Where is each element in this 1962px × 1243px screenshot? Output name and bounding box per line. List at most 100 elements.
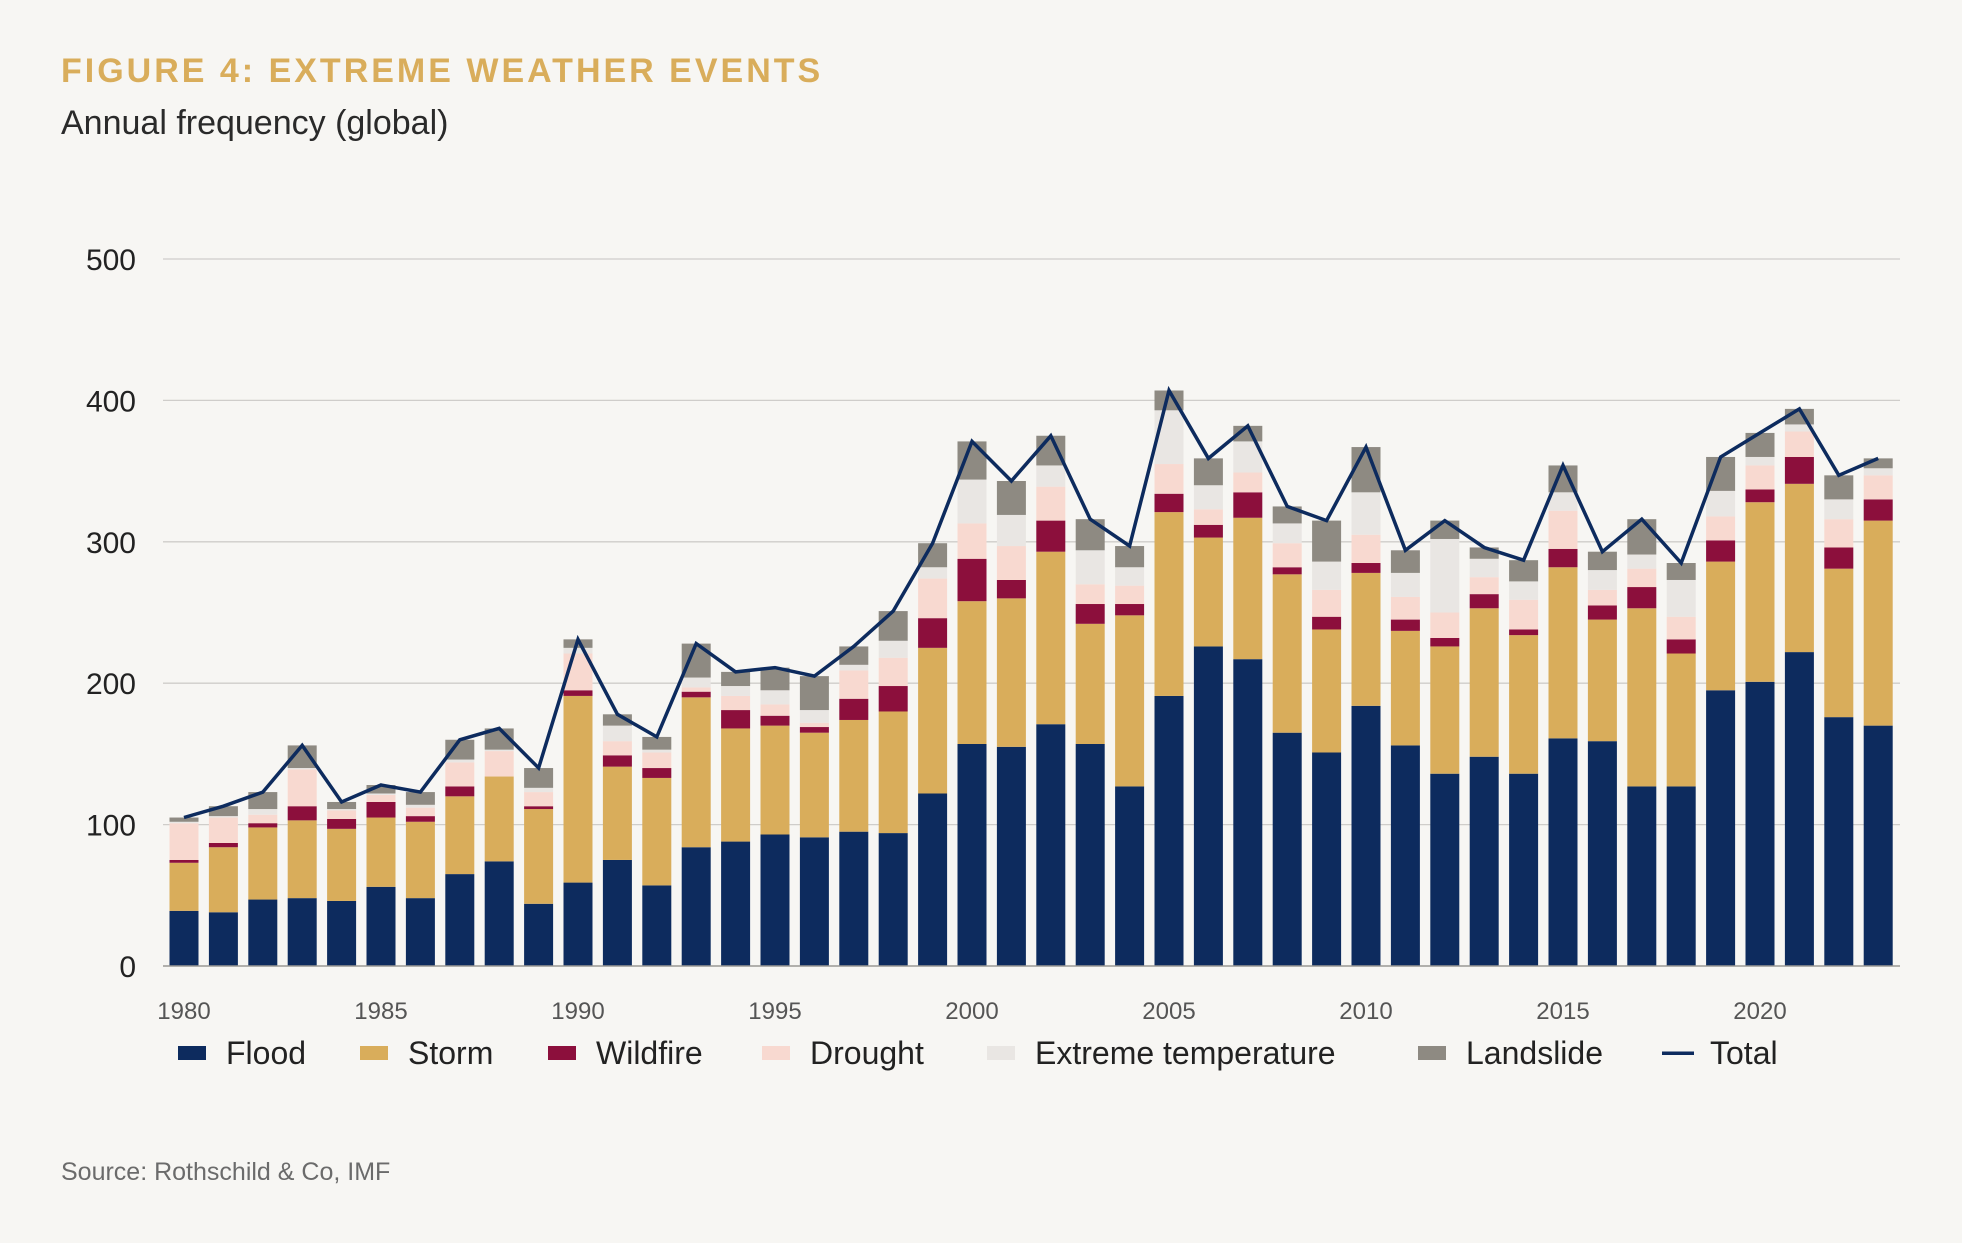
bar-extreme-temperature-1988 — [484, 749, 514, 752]
bar-landslide-1989 — [524, 768, 554, 788]
bar-storm-1999 — [918, 647, 948, 794]
bar-drought-1982 — [248, 814, 278, 824]
x-tick-label-1990: 1990 — [551, 998, 604, 1025]
bar-extreme-temperature-2001 — [996, 514, 1026, 547]
y-tick-label-300: 300 — [86, 527, 136, 560]
bar-extreme-temperature-2010 — [1351, 492, 1381, 535]
bar-drought-2007 — [1233, 472, 1263, 493]
bar-flood-1986 — [405, 898, 435, 966]
bar-drought-2018 — [1666, 616, 1696, 640]
bar-extreme-temperature-1985 — [366, 793, 396, 795]
bar-drought-2010 — [1351, 534, 1381, 564]
legend-swatch-landslide — [1418, 1046, 1446, 1060]
bar-landslide-1996 — [799, 676, 829, 711]
bar-flood-2012 — [1430, 773, 1460, 966]
bar-wildfire-1998 — [878, 686, 908, 712]
bar-drought-1987 — [445, 762, 475, 787]
bar-wildfire-2012 — [1430, 637, 1460, 647]
bar-storm-2011 — [1390, 630, 1420, 746]
bar-storm-1989 — [524, 809, 554, 904]
y-tick-label-200: 200 — [86, 668, 136, 701]
x-tick-label-1985: 1985 — [354, 998, 407, 1025]
bar-flood-1998 — [878, 833, 908, 966]
bar-landslide-2017 — [1627, 519, 1657, 555]
bar-extreme-temperature-2021 — [1784, 424, 1814, 432]
bar-drought-1995 — [760, 704, 790, 716]
bar-storm-1985 — [366, 817, 396, 887]
bar-storm-1983 — [287, 820, 317, 899]
bar-flood-1997 — [839, 831, 869, 966]
bar-extreme-temperature-1984 — [327, 809, 357, 811]
x-tick-label-2005: 2005 — [1142, 998, 1195, 1025]
bar-extreme-temperature-2008 — [1272, 523, 1302, 544]
bar-storm-2010 — [1351, 572, 1381, 706]
bar-extreme-temperature-1981 — [208, 816, 238, 818]
bar-wildfire-2003 — [1075, 604, 1105, 624]
bar-storm-1995 — [760, 725, 790, 835]
bar-extreme-temperature-2017 — [1627, 554, 1657, 569]
bar-drought-1991 — [602, 741, 632, 756]
y-tick-label-500: 500 — [86, 244, 136, 277]
bar-extreme-temperature-1982 — [248, 809, 278, 815]
bar-storm-1988 — [484, 776, 514, 862]
bar-wildfire-1982 — [248, 823, 278, 828]
bar-flood-1996 — [799, 837, 829, 966]
legend-swatch-flood — [178, 1046, 206, 1060]
bar-storm-1981 — [208, 847, 238, 913]
bar-flood-1990 — [563, 882, 593, 966]
bar-storm-1993 — [681, 697, 711, 848]
bar-extreme-temperature-1992 — [642, 749, 672, 753]
x-tick-label-1995: 1995 — [748, 998, 801, 1025]
bar-flood-2023 — [1863, 725, 1893, 966]
bar-wildfire-2017 — [1627, 587, 1657, 609]
bar-landslide-2022 — [1824, 475, 1854, 500]
bar-drought-1993 — [681, 687, 711, 692]
bar-flood-2001 — [996, 746, 1026, 966]
bar-storm-1982 — [248, 827, 278, 900]
bar-drought-1983 — [287, 769, 317, 807]
bar-storm-2012 — [1430, 646, 1460, 774]
bar-flood-1994 — [721, 841, 751, 966]
bar-flood-2009 — [1312, 752, 1342, 966]
bar-drought-2016 — [1587, 589, 1617, 606]
bar-landslide-1987 — [445, 739, 475, 760]
bar-landslide-1980 — [169, 817, 199, 822]
bar-extreme-temperature-2003 — [1075, 550, 1105, 585]
bar-storm-2006 — [1193, 537, 1223, 647]
bar-storm-2009 — [1312, 629, 1342, 753]
bar-wildfire-1992 — [642, 768, 672, 778]
x-tick-label-1980: 1980 — [157, 998, 210, 1025]
bar-storm-2000 — [957, 601, 987, 745]
bar-wildfire-2009 — [1312, 616, 1342, 630]
bar-storm-2022 — [1824, 568, 1854, 718]
bar-storm-1980 — [169, 862, 199, 911]
y-axis: 0 100 200 300 400 500 — [86, 244, 136, 984]
bar-storm-2020 — [1745, 502, 1775, 682]
bar-flood-1995 — [760, 834, 790, 966]
bar-wildfire-1985 — [366, 801, 396, 818]
bar-drought-2022 — [1824, 519, 1854, 548]
bar-extreme-temperature-1996 — [799, 710, 829, 723]
bar-wildfire-2018 — [1666, 639, 1696, 654]
bar-storm-2002 — [1036, 551, 1066, 725]
bar-drought-2017 — [1627, 568, 1657, 588]
x-tick-label-2015: 2015 — [1536, 998, 1589, 1025]
bar-wildfire-1991 — [602, 755, 632, 767]
legend-swatch-total — [1662, 1051, 1694, 1055]
bar-wildfire-2006 — [1193, 524, 1223, 538]
bar-landslide-2011 — [1390, 550, 1420, 573]
bar-landslide-2001 — [996, 480, 1026, 515]
bar-storm-2005 — [1154, 512, 1184, 696]
bar-wildfire-2002 — [1036, 520, 1066, 552]
bar-landslide-2016 — [1587, 551, 1617, 571]
bar-landslide-1991 — [602, 714, 632, 726]
x-tick-label-2020: 2020 — [1733, 998, 1786, 1025]
bar-drought-2005 — [1154, 464, 1184, 494]
bar-storm-2015 — [1548, 567, 1578, 739]
bar-storm-2007 — [1233, 517, 1263, 660]
bar-storm-2021 — [1784, 483, 1814, 653]
bar-drought-1989 — [524, 792, 554, 807]
bar-extreme-temperature-2023 — [1863, 468, 1893, 476]
bar-storm-2016 — [1587, 619, 1617, 742]
